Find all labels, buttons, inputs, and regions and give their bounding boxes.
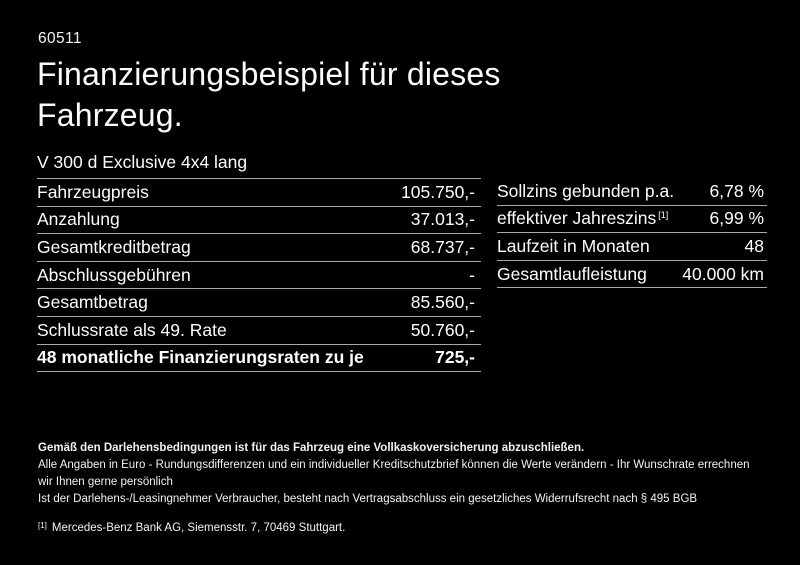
- monthly-rate-row: 48 monatliche Finanzierungsraten zu je 7…: [37, 345, 481, 373]
- row-value: -: [469, 264, 475, 285]
- disclaimer-line-1: Alle Angaben in Euro - Rundungsdifferenz…: [38, 459, 750, 488]
- row-label: 48 monatliche Finanzierungsraten zu je: [37, 347, 364, 368]
- table-row: Gesamtkreditbetrag 68.737,-: [37, 234, 481, 262]
- table-row: Fahrzeugpreis 105.750,-: [37, 179, 481, 207]
- vehicle-model-row: V 300 d Exclusive 4x4 lang: [37, 146, 481, 179]
- row-value: 105.750,-: [401, 181, 475, 202]
- row-value: 68.737,-: [410, 236, 475, 257]
- table-row: Gesamtlaufleistung 40.000 km: [497, 261, 767, 289]
- row-label: Fahrzeugpreis: [37, 181, 149, 202]
- row-label: Gesamtlaufleistung: [497, 263, 647, 284]
- row-value: 50.760,-: [410, 319, 475, 340]
- footnote: [1] Mercedes-Benz Bank AG, Siemensstr. 7,…: [38, 517, 760, 537]
- footnote-text: Mercedes-Benz Bank AG, Siemensstr. 7, 70…: [51, 522, 346, 534]
- row-value: 6,78 %: [709, 180, 764, 201]
- table-row: Sollzins gebunden p.a. 6,78 %: [497, 178, 767, 206]
- table-row: Anzahlung 37.013,-: [37, 207, 481, 235]
- financing-table: V 300 d Exclusive 4x4 lang Fahrzeugpreis…: [37, 146, 481, 373]
- table-row: Laufzeit in Monaten 48: [497, 233, 767, 261]
- row-value: 37.013,-: [410, 209, 475, 230]
- vehicle-model: V 300 d Exclusive 4x4 lang: [37, 151, 248, 172]
- footnote-ref-sup: [1]: [658, 210, 669, 221]
- table-row: Schlussrate als 49. Rate 50.760,-: [37, 317, 481, 345]
- row-label: Abschlussgebühren: [37, 264, 191, 285]
- row-label: effektiver Jahreszins [1]: [497, 208, 668, 229]
- table-row: Abschlussgebühren -: [37, 262, 481, 290]
- row-label-text: effektiver Jahreszins: [497, 208, 657, 229]
- row-label: Schlussrate als 49. Rate: [37, 319, 227, 340]
- footnote-marker: [1]: [38, 521, 47, 530]
- row-value: 6,99 %: [709, 208, 764, 229]
- table-row: Gesamtbetrag 85.560,-: [37, 289, 481, 317]
- footer: Gemäß den Darlehensbedingungen ist für d…: [38, 440, 760, 537]
- insurance-note: Gemäß den Darlehensbedingungen ist für d…: [38, 442, 585, 454]
- row-value: 40.000 km: [682, 263, 764, 284]
- table-row: effektiver Jahreszins [1] 6,99 %: [497, 206, 767, 234]
- page-title: Finanzierungsbeispiel für dieses Fahrzeu…: [37, 56, 501, 133]
- row-value: 725,-: [435, 347, 475, 368]
- ref-number: 60511: [38, 30, 82, 47]
- rates-table: Sollzins gebunden p.a. 6,78 % effektiver…: [497, 178, 767, 289]
- row-label: Sollzins gebunden p.a.: [497, 180, 675, 201]
- disclaimer-line-2: Ist der Darlehens-/Leasingnehmer Verbrau…: [38, 493, 698, 505]
- row-label: Laufzeit in Monaten: [497, 235, 650, 256]
- row-label: Gesamtbetrag: [37, 292, 148, 313]
- row-value: 48: [744, 235, 764, 256]
- row-label: Anzahlung: [37, 209, 120, 230]
- row-label: Gesamtkreditbetrag: [37, 236, 191, 257]
- row-value: 85.560,-: [410, 292, 475, 313]
